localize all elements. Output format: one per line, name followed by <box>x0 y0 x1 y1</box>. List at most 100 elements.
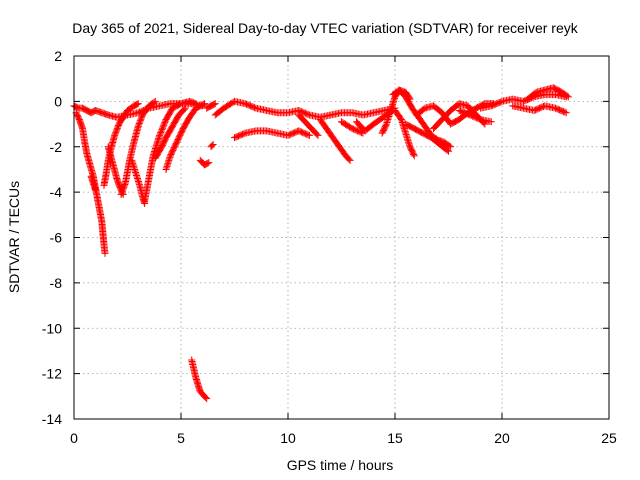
data-point <box>156 131 164 139</box>
data-point <box>563 92 571 100</box>
data-point <box>314 131 322 139</box>
data-point <box>119 186 127 194</box>
data-point <box>118 188 126 196</box>
data-points <box>70 84 572 403</box>
data-point <box>204 159 212 167</box>
data-point <box>91 186 99 194</box>
data-point <box>202 393 210 401</box>
data-point <box>119 185 127 193</box>
data-point <box>161 118 169 126</box>
data-point <box>137 114 145 122</box>
data-point <box>113 124 121 132</box>
data-point <box>120 183 128 191</box>
data-point <box>137 115 145 123</box>
data-point <box>410 152 418 160</box>
y-axis-label: SDTVAR / TECUs <box>6 181 22 293</box>
data-point <box>120 182 128 190</box>
data-point <box>157 127 165 135</box>
data-track <box>295 111 322 139</box>
data-point <box>487 118 495 126</box>
y-tick-label: 2 <box>54 48 62 64</box>
data-point <box>445 142 453 150</box>
data-track <box>509 102 570 117</box>
data-point <box>112 129 120 137</box>
data-track <box>391 106 418 160</box>
data-point <box>180 105 188 113</box>
data-point <box>157 129 165 137</box>
data-track <box>72 109 109 257</box>
data-track <box>524 84 572 103</box>
data-track <box>117 97 159 198</box>
data-point <box>345 155 353 163</box>
data-track <box>203 100 219 112</box>
data-point <box>208 142 216 150</box>
data-point <box>305 131 313 139</box>
y-tick-label: -2 <box>50 139 63 155</box>
data-point <box>497 98 505 106</box>
data-point <box>111 130 119 138</box>
x-tick-label: 5 <box>177 430 185 446</box>
data-point <box>475 115 483 123</box>
data-point <box>111 131 119 139</box>
data-point <box>203 395 211 403</box>
data-point <box>240 130 248 138</box>
grid-lines <box>74 56 609 419</box>
x-tick-label: 20 <box>494 430 510 446</box>
data-point <box>136 117 144 125</box>
data-track <box>231 127 313 142</box>
data-track <box>211 97 399 121</box>
data-point <box>158 126 166 134</box>
x-tick-label: 15 <box>387 430 403 446</box>
data-point <box>443 146 451 154</box>
data-track <box>207 140 217 151</box>
data-point <box>199 100 207 108</box>
data-point <box>201 100 209 108</box>
x-tick-label: 25 <box>601 430 617 446</box>
data-point <box>134 122 142 130</box>
data-point <box>160 120 168 128</box>
data-track <box>188 356 211 403</box>
data-track <box>162 100 209 173</box>
x-tick-label: 10 <box>280 430 296 446</box>
data-point <box>150 98 158 106</box>
data-point <box>304 131 312 139</box>
data-point <box>114 123 122 131</box>
data-point <box>313 130 321 138</box>
data-point <box>561 108 569 116</box>
data-point <box>160 121 168 129</box>
data-point <box>211 100 219 108</box>
data-track <box>316 116 354 164</box>
data-track <box>402 120 452 155</box>
data-track <box>100 100 142 189</box>
chart-title: Day 365 of 2021, Sidereal Day-to-day VTE… <box>72 20 578 36</box>
data-point <box>134 100 142 108</box>
data-point <box>410 151 418 159</box>
y-tick-label: 0 <box>54 93 62 109</box>
y-tick-label: -4 <box>50 184 63 200</box>
y-tick-label: -12 <box>42 366 62 382</box>
data-point <box>112 127 120 135</box>
data-point <box>181 104 189 112</box>
data-point <box>159 123 167 131</box>
data-point <box>209 140 217 148</box>
data-point <box>118 189 126 197</box>
y-tick-label: -14 <box>42 411 62 427</box>
data-track <box>151 104 189 162</box>
data-point <box>346 156 354 164</box>
data-point <box>113 126 121 134</box>
data-track <box>338 118 367 137</box>
data-point <box>151 97 159 105</box>
data-point <box>121 180 129 188</box>
data-point <box>205 159 213 167</box>
data-point <box>101 249 109 257</box>
x-tick-label: 0 <box>70 430 78 446</box>
data-point <box>564 93 572 101</box>
x-axis-label: GPS time / hours <box>287 457 394 473</box>
data-point <box>156 130 164 138</box>
data-track <box>141 97 200 205</box>
data-point <box>159 124 167 132</box>
data-track <box>87 172 99 194</box>
